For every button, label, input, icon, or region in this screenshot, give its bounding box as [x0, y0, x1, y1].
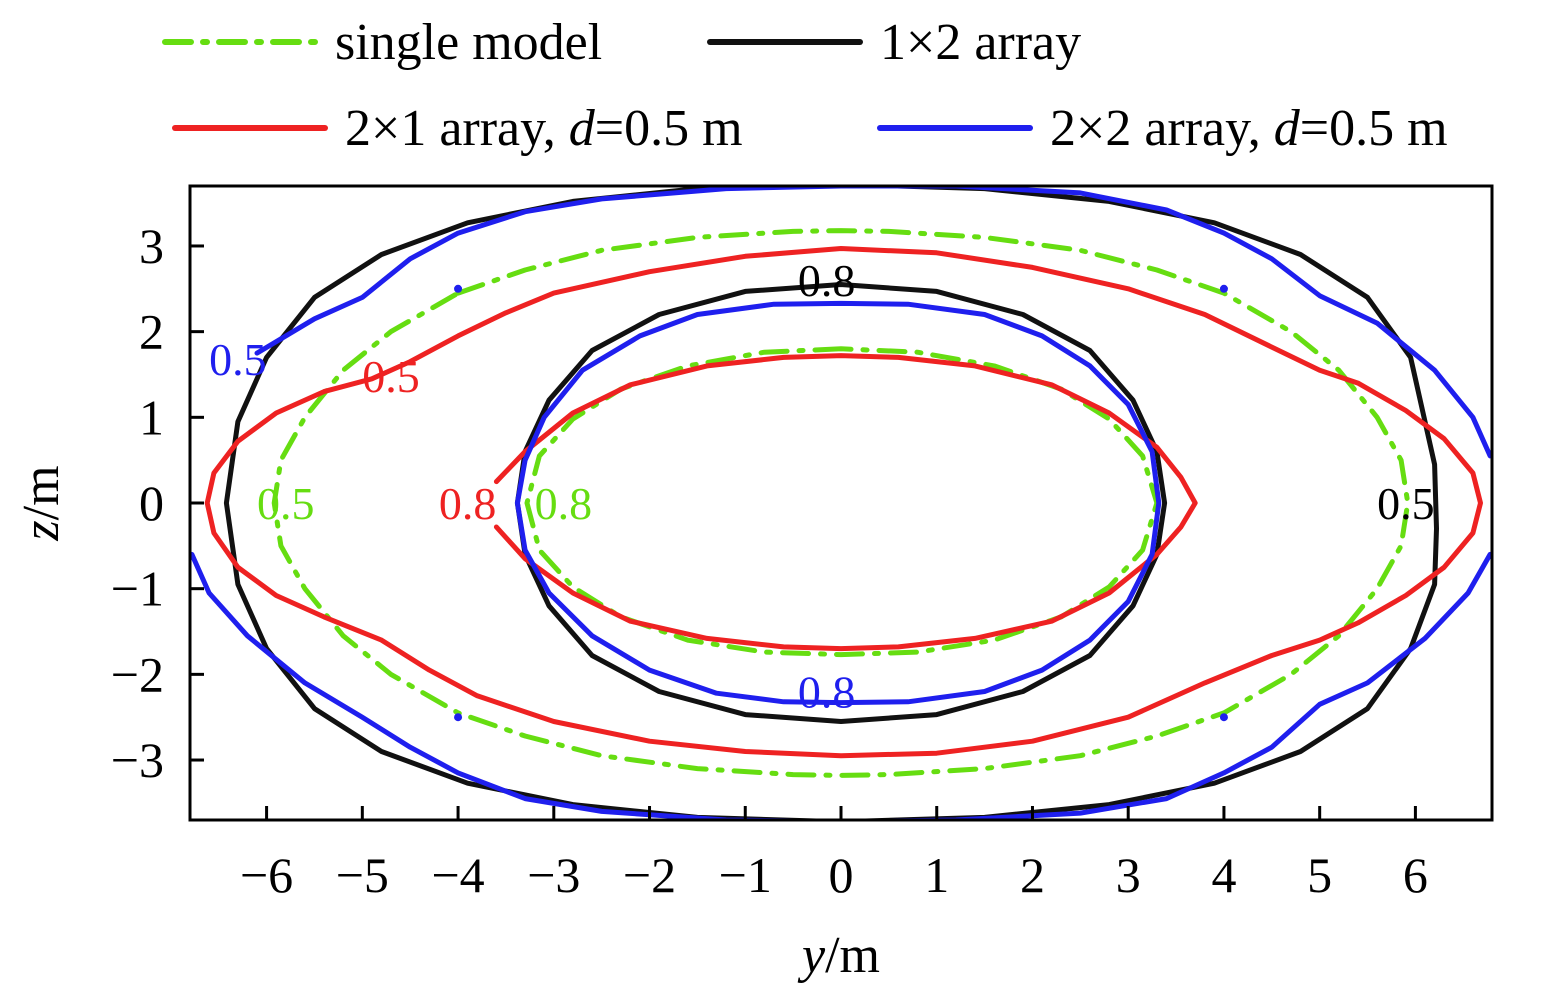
contour-lines [190, 186, 1492, 820]
y-tick-label: 2 [139, 304, 164, 360]
x-axis-title: y/m [797, 927, 880, 984]
contour-level-label: 0.5 [362, 351, 420, 402]
x-tick-label: −2 [623, 847, 676, 903]
y-axis: −3 −2 −1 0 1 2 3 [111, 218, 204, 788]
contour-level-label: 0.5 [1377, 478, 1435, 529]
x-tick-label: 5 [1307, 847, 1332, 903]
y-axis-title: z/m [13, 465, 70, 541]
contour-level-label: 0.8 [798, 666, 856, 717]
contour-level-label: 0.8 [798, 255, 856, 306]
legend-label-2-2-array-d-0-5-m: 2×2 array, d=0.5 m [1050, 100, 1448, 157]
legend-label-2-1-array-d-0-5-m: 2×1 array, d=0.5 m [345, 100, 743, 157]
x-tick-label: −3 [527, 847, 580, 903]
contour-level-label: 0.5 [209, 334, 267, 385]
x-axis: −6 −5 −4 −3 −2 −1 0 1 2 3 4 5 6 [240, 806, 1428, 903]
contour-2-1-array-d-0-5-m-05 [204, 246, 1483, 759]
x-axis-var: y [797, 927, 826, 984]
y-axis-unit: /m [13, 465, 70, 520]
x-tick-label: 4 [1211, 847, 1236, 903]
contour-2-2-array-d-0-5-m-05 [190, 551, 1492, 820]
contour-single-model-05 [271, 228, 1411, 778]
contour-2-2-array-d-0-5-m-08 [514, 300, 1162, 706]
y-tick-label: 1 [139, 389, 164, 445]
contour-end-marker [454, 284, 463, 293]
contour-end-marker [454, 713, 463, 722]
contour-level-label: 0.5 [257, 478, 315, 529]
contour-2-2-array-d-0-5-m-05 [254, 186, 1492, 459]
y-tick-label: −1 [111, 561, 164, 617]
legend-label-single-model: single model [335, 14, 602, 71]
contour-end-marker [1219, 713, 1228, 722]
x-tick-label: 3 [1116, 847, 1141, 903]
x-axis-unit: /m [825, 927, 880, 984]
contour-level-label: 0.8 [439, 478, 497, 529]
x-tick-label: −1 [719, 847, 772, 903]
legend-label-1-2-array: 1×2 array [880, 14, 1081, 71]
x-tick-label: 2 [1020, 847, 1045, 903]
contour-1-2-array-05 [223, 186, 1439, 820]
y-tick-label: 0 [139, 475, 164, 531]
x-tick-label: −5 [336, 847, 389, 903]
y-tick-label: −2 [111, 646, 164, 702]
legend: single model 1×2 array 2×1 array, d=0.5 m 2… [162, 14, 1448, 157]
contour-single-model-08 [524, 346, 1160, 658]
contour-labels: 0.8 0.5 0.5 0.5 0.8 0.8 0.5 0.8 [209, 255, 1434, 717]
contour-markers [454, 284, 1228, 722]
contour-2-1-array-d-0-5-m-08 [493, 353, 1198, 652]
x-tick-label: 6 [1403, 847, 1428, 903]
y-tick-label: 3 [139, 218, 164, 274]
x-tick-label: −4 [431, 847, 484, 903]
x-tick-label: 1 [924, 847, 949, 903]
x-tick-label: 0 [829, 847, 854, 903]
contour-level-label: 0.8 [535, 478, 593, 529]
y-tick-label: −3 [111, 732, 164, 788]
contour-end-marker [1219, 284, 1228, 293]
y-axis-var: z [13, 520, 70, 541]
contour-1-2-array-08 [514, 282, 1168, 724]
x-tick-label: −6 [240, 847, 293, 903]
